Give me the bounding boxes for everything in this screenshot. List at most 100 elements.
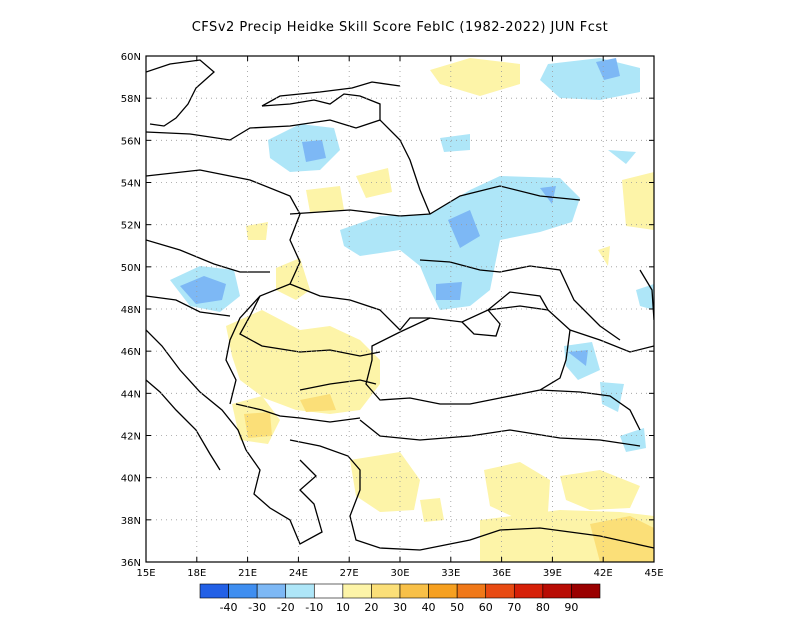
shade-blue [448,210,480,248]
border [146,295,231,317]
lat-label: 38N [121,516,141,527]
colorbar-label: -20 [277,601,295,614]
shade-yellow [306,186,344,212]
shade-blue [596,58,620,80]
shade-gold [590,516,654,562]
border [569,329,654,353]
colorbar-swatch [228,583,258,599]
border [239,295,381,357]
colorbar-label: 60 [479,601,493,614]
longitude-labels: 15E 18E 21E 24E 27E 30E 33E 36E 39E 42E 45E [136,568,663,579]
shade-cyan [440,134,470,152]
lon-label: 39E [543,568,562,579]
colorbar-swatch [571,583,601,599]
colorbar-swatch [285,583,315,599]
colorbar-swatch [199,583,229,599]
adriatic-coast [146,329,247,451]
lon-label: 21E [238,568,257,579]
lon-label: 36E [492,568,511,579]
shade-blue [540,186,556,204]
shade-yellow [356,168,392,198]
border [235,403,361,423]
shade-yellow [350,452,420,512]
gulf-of-finland [261,81,401,107]
lon-label: 30E [390,568,409,579]
shade-yellow [484,462,550,520]
chart-title: CFSv2 Precip Heidke Skill Score FebIC (1… [191,20,609,35]
border [379,119,431,215]
shade-yellow [598,246,610,266]
lat-label: 46N [121,347,141,358]
shade-cyan [620,428,646,452]
colorbar-swatch [399,583,429,599]
colorbar-labels: -40 -30 -20 -10 10 20 30 40 50 60 70 80 90 [220,601,579,614]
italy-coast [146,379,221,471]
lat-label: 42N [121,432,141,443]
lon-label: 27E [340,568,359,579]
shade-blue [302,140,326,162]
lat-label: 40N [121,474,141,485]
greece-coast [245,449,323,545]
lat-label: 44N [121,389,141,400]
colorbar-label: 80 [536,601,550,614]
shade-cyan [540,58,640,100]
colorbar [199,583,601,599]
aegean-coast [289,439,654,551]
shade-blue [180,276,226,304]
border [419,259,621,341]
axis-ticks [145,55,655,563]
colorbar-swatch [342,583,372,599]
colorbar-swatch [371,583,401,599]
skill-shading-layer [170,58,654,562]
border [289,185,581,217]
colorbar-label: 40 [422,601,436,614]
scandinavia-coast [146,59,215,127]
lat-label: 48N [121,305,141,316]
colorbar-label: -10 [305,601,323,614]
lon-label: 18E [187,568,206,579]
border [146,239,270,273]
border [289,283,430,331]
anatolia-coast [359,419,641,447]
baltic-coast [146,93,381,141]
lat-label: 36N [121,558,141,569]
latitude-labels: 60N 58N 56N 54N 52N 50N 48N 46N 44N 42N 40N 38N 36N [121,52,141,569]
shade-gold [244,412,272,438]
colorbar-swatch [513,583,544,599]
border [299,379,377,391]
black-sea-coast [365,305,571,405]
shade-gold [300,394,336,412]
lon-label: 24E [289,568,308,579]
lat-label: 60N [121,52,141,63]
colorbar-label: 20 [364,601,378,614]
shade-yellow [560,470,640,510]
colorbar-swatch [313,583,344,599]
border [539,389,641,431]
shade-blue [568,350,588,366]
shade-cyan [608,150,636,164]
colorbar-swatch [542,583,572,599]
lon-label: 33E [441,568,460,579]
colorbar-label: -30 [248,601,266,614]
colorbar-label: 30 [393,601,407,614]
azov-sea [487,291,549,311]
shade-yellow [622,172,654,230]
colorbar-swatch [485,583,515,599]
colorbar-label: 50 [450,601,464,614]
shade-yellow [246,222,268,240]
lat-label: 52N [121,221,141,232]
lon-label: 42E [594,568,613,579]
lat-label: 54N [121,179,141,190]
colorbar-label: 10 [336,601,350,614]
lon-label: 45E [644,568,663,579]
coastlines-borders [146,59,654,551]
lon-label: 15E [136,568,155,579]
shade-yellow [430,58,520,96]
caspian-coast [639,269,654,321]
shade-yellow [226,310,380,414]
shade-yellow [276,258,310,300]
shade-blue [436,282,462,300]
colorbar-label: -40 [220,601,238,614]
crimea [461,309,501,337]
